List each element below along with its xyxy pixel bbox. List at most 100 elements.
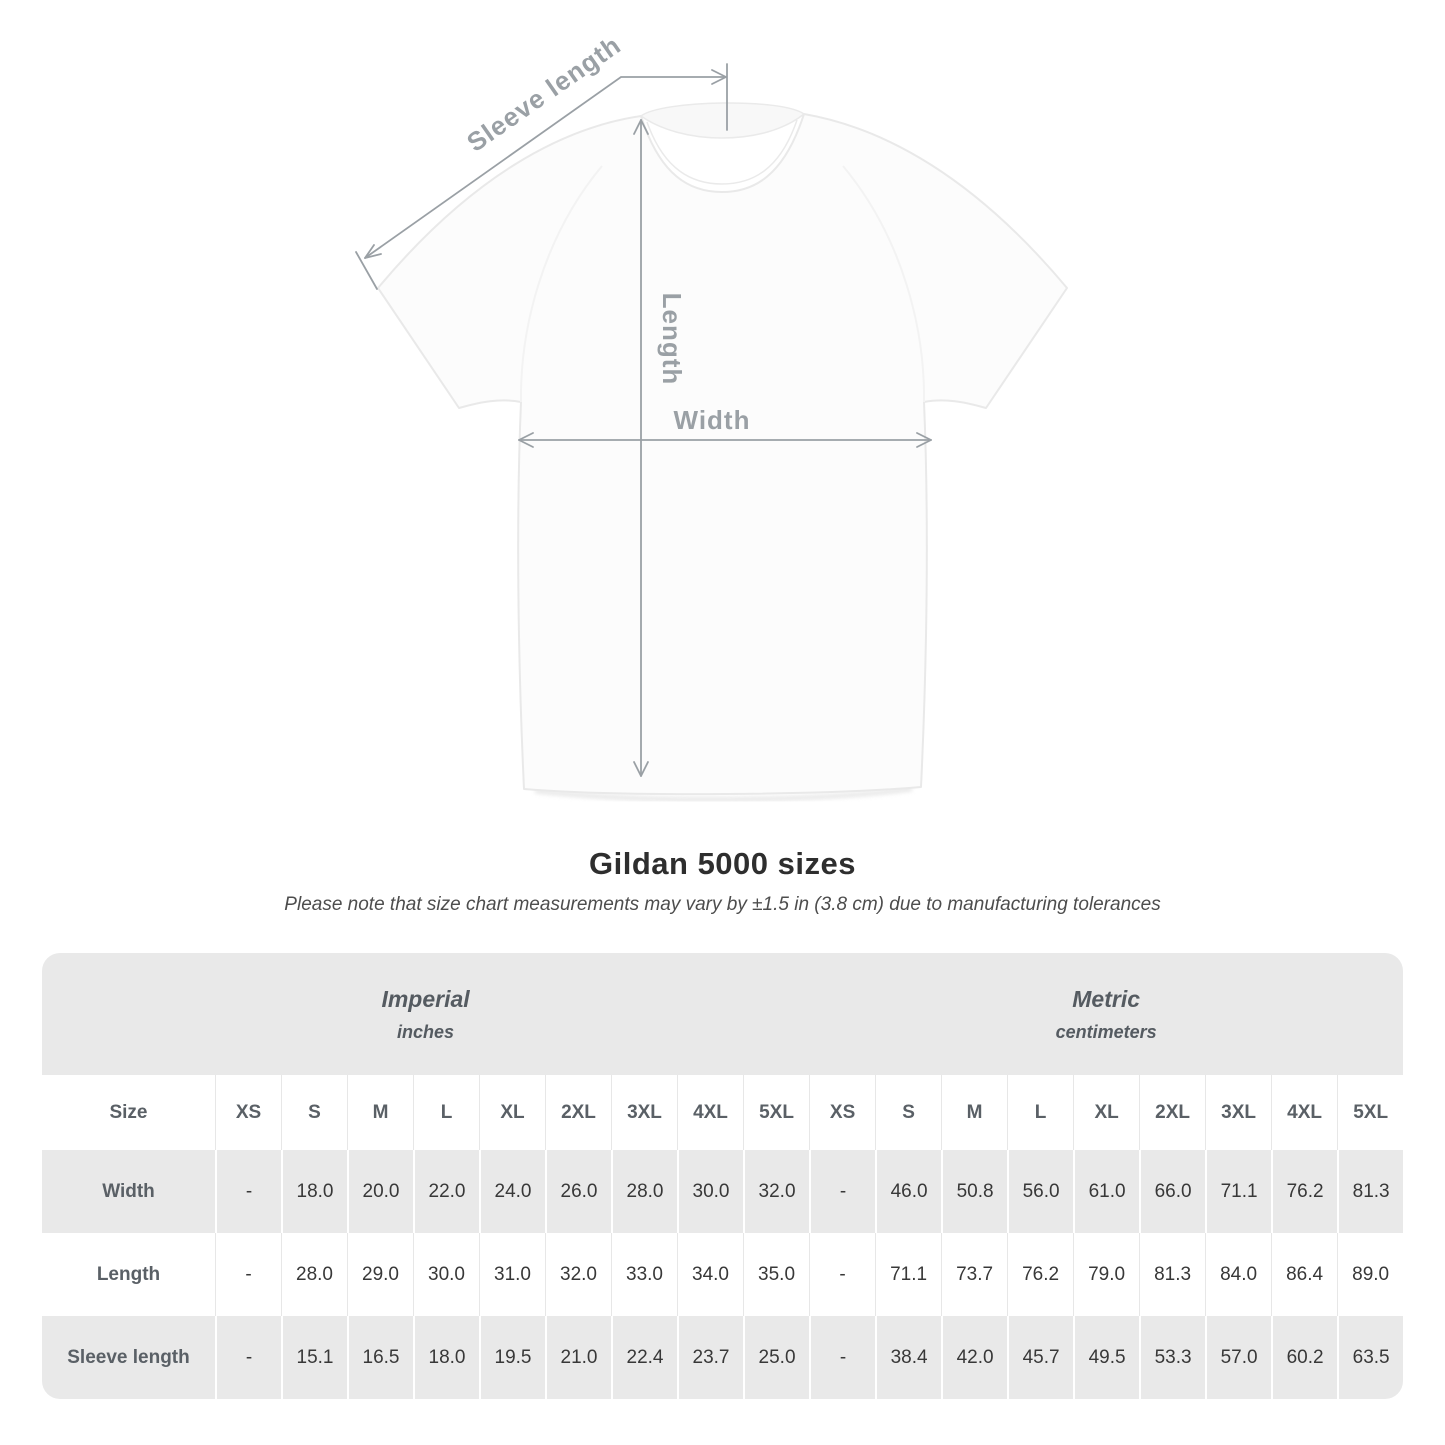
length-label: Length bbox=[657, 293, 687, 386]
size-value-cell: 26.0 bbox=[545, 1150, 611, 1233]
size-value-cell: 21.0 bbox=[545, 1316, 611, 1399]
size-value-cell: 30.0 bbox=[413, 1233, 479, 1316]
size-value-cell: 25.0 bbox=[743, 1316, 810, 1399]
size-value-cell: 61.0 bbox=[1073, 1150, 1140, 1233]
size-value-cell: 29.0 bbox=[347, 1233, 413, 1316]
imperial-section-header: Imperial inches bbox=[42, 953, 810, 1075]
size-header-row: Size XS S M L XL 2XL 3XL 4XL 5XL XS S M … bbox=[42, 1075, 1404, 1150]
size-value-cell: 20.0 bbox=[347, 1150, 413, 1233]
title-block: Gildan 5000 sizes Please note that size … bbox=[0, 846, 1445, 916]
size-value-cell: 71.1 bbox=[875, 1233, 942, 1316]
size-value-cell: 57.0 bbox=[1205, 1316, 1272, 1399]
width-label: Width bbox=[674, 405, 751, 435]
size-value-cell: 73.7 bbox=[941, 1233, 1008, 1316]
size-value-cell: 15.1 bbox=[281, 1316, 347, 1399]
tshirt-left-sleeve-seam bbox=[519, 165, 603, 403]
size-table: Imperial inches Metric centimeters Size … bbox=[42, 953, 1404, 1399]
size-value-cell: 53.3 bbox=[1139, 1316, 1206, 1399]
size-value-cell: 32.0 bbox=[545, 1233, 611, 1316]
size-value-cell: 32.0 bbox=[743, 1150, 810, 1233]
tshirt-illustration: Sleeve length Length Width bbox=[355, 30, 1068, 802]
imperial-section-name: Imperial bbox=[381, 985, 470, 1012]
size-col-header: XL bbox=[1073, 1075, 1140, 1150]
size-header-label: Size bbox=[42, 1075, 215, 1150]
size-value-cell: 71.1 bbox=[1205, 1150, 1272, 1233]
size-value-cell: 81.3 bbox=[1337, 1150, 1404, 1233]
size-value-cell: 63.5 bbox=[1337, 1316, 1404, 1399]
size-value-cell: 49.5 bbox=[1073, 1316, 1140, 1399]
size-col-header: XL bbox=[479, 1075, 545, 1150]
size-col-header: 4XL bbox=[677, 1075, 743, 1150]
size-value-cell: 38.4 bbox=[875, 1316, 942, 1399]
row-label: Sleeve length bbox=[42, 1316, 215, 1399]
size-value-cell: 50.8 bbox=[941, 1150, 1008, 1233]
size-value-cell: - bbox=[215, 1233, 281, 1316]
size-value-cell: 31.0 bbox=[479, 1233, 545, 1316]
size-value-cell: 24.0 bbox=[479, 1150, 545, 1233]
size-value-cell: 60.2 bbox=[1271, 1316, 1338, 1399]
size-col-header: XS bbox=[215, 1075, 281, 1150]
size-value-cell: 76.2 bbox=[1007, 1233, 1074, 1316]
width-arrow bbox=[518, 432, 932, 448]
size-value-cell: 18.0 bbox=[413, 1316, 479, 1399]
size-col-header: 5XL bbox=[743, 1075, 810, 1150]
tshirt-hem-shadow bbox=[534, 787, 913, 802]
tshirt-back-collar bbox=[639, 102, 806, 139]
imperial-section-unit: inches bbox=[397, 1021, 455, 1042]
row-label: Width bbox=[42, 1150, 215, 1233]
metric-section-name: Metric bbox=[1072, 985, 1141, 1012]
size-col-header: S bbox=[281, 1075, 347, 1150]
unit-section-row: Imperial inches Metric centimeters bbox=[42, 953, 1404, 1075]
size-value-cell: - bbox=[809, 1316, 876, 1399]
size-value-cell: - bbox=[215, 1150, 281, 1233]
size-value-cell: 42.0 bbox=[941, 1316, 1008, 1399]
size-value-cell: 16.5 bbox=[347, 1316, 413, 1399]
size-col-header: M bbox=[941, 1075, 1008, 1150]
table-row-width: Width - 18.0 20.0 22.0 24.0 26.0 28.0 30… bbox=[42, 1150, 1404, 1233]
size-value-cell: 46.0 bbox=[875, 1150, 942, 1233]
size-value-cell: 33.0 bbox=[611, 1233, 677, 1316]
tshirt-body bbox=[377, 113, 1068, 796]
size-value-cell: - bbox=[809, 1233, 876, 1316]
size-value-cell: 19.5 bbox=[479, 1316, 545, 1399]
size-value-cell: 35.0 bbox=[743, 1233, 810, 1316]
size-value-cell: - bbox=[809, 1150, 876, 1233]
size-col-header: XS bbox=[809, 1075, 876, 1150]
size-value-cell: 30.0 bbox=[677, 1150, 743, 1233]
size-col-header: S bbox=[875, 1075, 942, 1150]
size-value-cell: 45.7 bbox=[1007, 1316, 1074, 1399]
size-col-header: L bbox=[1007, 1075, 1074, 1150]
size-value-cell: - bbox=[215, 1316, 281, 1399]
size-chart-note: Please note that size chart measurements… bbox=[284, 894, 1161, 915]
tshirt-measurement-diagram: Sleeve length Length Width bbox=[355, 30, 1068, 802]
sleeve-extension-tick bbox=[355, 251, 378, 290]
size-value-cell: 22.4 bbox=[611, 1316, 677, 1399]
size-value-cell: 56.0 bbox=[1007, 1150, 1074, 1233]
size-col-header: 3XL bbox=[611, 1075, 677, 1150]
size-value-cell: 18.0 bbox=[281, 1150, 347, 1233]
size-col-header: M bbox=[347, 1075, 413, 1150]
metric-section-header: Metric centimeters bbox=[809, 953, 1404, 1075]
size-col-header: 4XL bbox=[1271, 1075, 1338, 1150]
size-value-cell: 84.0 bbox=[1205, 1233, 1272, 1316]
size-value-cell: 79.0 bbox=[1073, 1233, 1140, 1316]
table-row-sleeve-length: Sleeve length - 15.1 16.5 18.0 19.5 21.0… bbox=[42, 1316, 1404, 1399]
size-value-cell: 34.0 bbox=[677, 1233, 743, 1316]
length-arrow bbox=[633, 119, 649, 777]
size-value-cell: 66.0 bbox=[1139, 1150, 1206, 1233]
sleeve-length-arrow bbox=[355, 63, 728, 290]
size-value-cell: 86.4 bbox=[1271, 1233, 1338, 1316]
tshirt-collar-stitch bbox=[646, 119, 798, 185]
size-value-cell: 28.0 bbox=[281, 1233, 347, 1316]
size-value-cell: 76.2 bbox=[1271, 1150, 1338, 1233]
size-col-header: L bbox=[413, 1075, 479, 1150]
size-col-header: 5XL bbox=[1337, 1075, 1404, 1150]
table-row-length: Length - 28.0 29.0 30.0 31.0 32.0 33.0 3… bbox=[42, 1233, 1404, 1316]
size-col-header: 2XL bbox=[1139, 1075, 1206, 1150]
size-value-cell: 81.3 bbox=[1139, 1233, 1206, 1316]
size-chart-title: Gildan 5000 sizes bbox=[589, 846, 856, 881]
size-col-header: 3XL bbox=[1205, 1075, 1272, 1150]
size-value-cell: 22.0 bbox=[413, 1150, 479, 1233]
row-label: Length bbox=[42, 1233, 215, 1316]
size-value-cell: 23.7 bbox=[677, 1316, 743, 1399]
